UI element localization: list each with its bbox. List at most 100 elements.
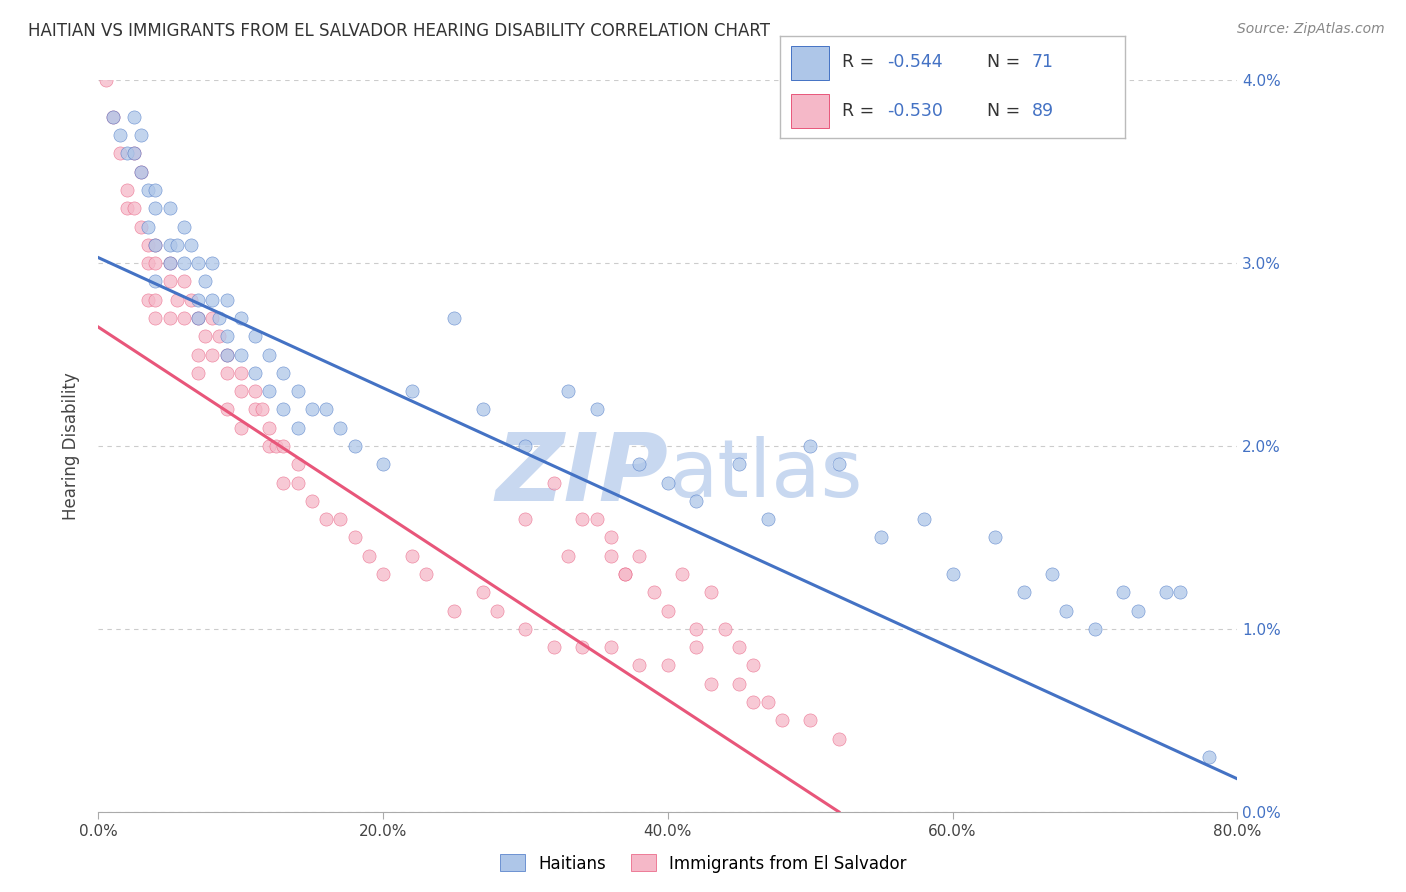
Point	[208, 311, 231, 326]
Point	[471, 402, 494, 417]
Point	[443, 311, 465, 326]
Point	[201, 311, 224, 326]
Point	[799, 439, 821, 453]
Point	[273, 475, 295, 490]
Point	[585, 402, 607, 417]
Point	[273, 366, 295, 380]
Point	[194, 275, 217, 289]
Point	[159, 311, 181, 326]
Point	[259, 347, 281, 362]
Text: N =: N =	[987, 102, 1026, 120]
Point	[136, 256, 159, 270]
Point	[471, 585, 494, 599]
Point	[685, 494, 707, 508]
Point	[187, 311, 209, 326]
Point	[208, 329, 231, 343]
Point	[145, 238, 167, 252]
Text: 89: 89	[1032, 102, 1054, 120]
Point	[585, 512, 607, 526]
Point	[643, 585, 665, 599]
Point	[145, 293, 167, 307]
Point	[108, 146, 131, 161]
Point	[229, 366, 252, 380]
Point	[243, 329, 266, 343]
Point	[173, 311, 195, 326]
Point	[129, 128, 152, 143]
Point	[756, 512, 779, 526]
Point	[543, 640, 565, 655]
Point	[657, 475, 679, 490]
Point	[1084, 622, 1107, 636]
Point	[401, 549, 423, 563]
Point	[243, 384, 266, 399]
Point	[229, 311, 252, 326]
Point	[201, 293, 224, 307]
Point	[201, 256, 224, 270]
Point	[685, 622, 707, 636]
Point	[145, 256, 167, 270]
Point	[145, 183, 167, 197]
Point	[329, 421, 352, 435]
Point	[1198, 749, 1220, 764]
Point	[728, 458, 751, 472]
Point	[1126, 604, 1149, 618]
Text: R =: R =	[842, 102, 880, 120]
Point	[373, 458, 395, 472]
Point	[115, 146, 138, 161]
Point	[671, 567, 693, 582]
Point	[259, 421, 281, 435]
Point	[657, 658, 679, 673]
Point	[159, 275, 181, 289]
Point	[515, 439, 537, 453]
Text: HAITIAN VS IMMIGRANTS FROM EL SALVADOR HEARING DISABILITY CORRELATION CHART: HAITIAN VS IMMIGRANTS FROM EL SALVADOR H…	[28, 22, 770, 40]
Point	[770, 714, 793, 728]
Point	[136, 293, 159, 307]
Point	[543, 475, 565, 490]
Point	[173, 219, 195, 234]
Point	[984, 530, 1007, 544]
Point	[1040, 567, 1063, 582]
Point	[600, 640, 623, 655]
Y-axis label: Hearing Disability: Hearing Disability	[62, 372, 80, 520]
Point	[173, 275, 195, 289]
Text: 71: 71	[1032, 54, 1053, 71]
Point	[373, 567, 395, 582]
Point	[628, 549, 651, 563]
FancyBboxPatch shape	[790, 46, 828, 79]
Point	[628, 658, 651, 673]
Point	[1154, 585, 1177, 599]
Point	[173, 256, 195, 270]
Point	[243, 402, 266, 417]
Point	[515, 622, 537, 636]
Point	[108, 128, 131, 143]
Point	[357, 549, 380, 563]
Point	[201, 347, 224, 362]
Point	[515, 512, 537, 526]
Point	[315, 512, 337, 526]
Point	[122, 146, 145, 161]
Point	[1056, 604, 1078, 618]
Point	[415, 567, 437, 582]
Point	[343, 439, 366, 453]
Point	[129, 164, 152, 178]
Text: -0.544: -0.544	[887, 54, 943, 71]
Point	[728, 640, 751, 655]
Point	[614, 567, 637, 582]
Point	[122, 110, 145, 124]
Point	[229, 421, 252, 435]
Point	[329, 512, 352, 526]
Point	[443, 604, 465, 618]
Point	[828, 731, 851, 746]
Point	[187, 293, 209, 307]
Text: R =: R =	[842, 54, 880, 71]
FancyBboxPatch shape	[790, 95, 828, 128]
Point	[315, 402, 337, 417]
Point	[129, 219, 152, 234]
Point	[828, 458, 851, 472]
Point	[287, 475, 309, 490]
Point	[129, 164, 152, 178]
Point	[187, 366, 209, 380]
Point	[136, 219, 159, 234]
Point	[145, 311, 167, 326]
Point	[600, 549, 623, 563]
